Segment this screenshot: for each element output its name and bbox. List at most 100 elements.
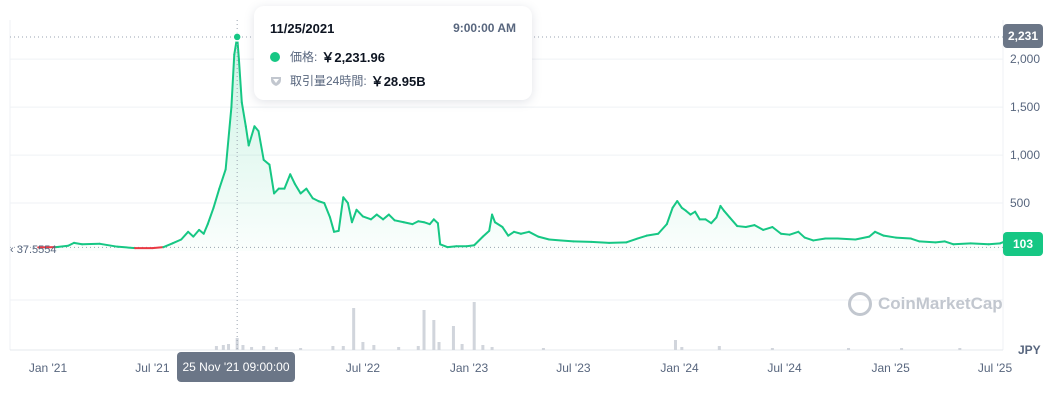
price-line-segment (289, 173, 296, 185)
volume-bar (274, 347, 278, 350)
x-tick-label: Jan '25 (871, 361, 910, 375)
x-tick-label: Jan '21 (29, 361, 68, 375)
price-line-segment (788, 230, 800, 236)
price-line-segment (625, 237, 639, 244)
price-line-segment (299, 187, 308, 195)
volume-bar (221, 345, 225, 350)
tooltip-price-label: 価格: (290, 50, 318, 64)
x-tick-label: Jan '24 (660, 361, 699, 375)
price-line-segment (218, 168, 227, 190)
price-line-segment (671, 200, 679, 209)
price-line-segment (694, 210, 701, 221)
volume-bar (250, 347, 254, 350)
price-line-segment (329, 216, 336, 233)
volume-bar (717, 346, 721, 350)
volume-bar (847, 348, 851, 350)
price-area (38, 36, 1006, 252)
price-area-fill (38, 36, 1006, 252)
price-line-segment (192, 228, 201, 238)
price-line-segment (854, 235, 871, 241)
price-line-segment (704, 218, 713, 225)
price-line-segment (257, 130, 265, 161)
volume-bar (680, 347, 684, 350)
price-line-segment (736, 225, 747, 229)
volume-bar (214, 346, 218, 350)
price-line-segment (465, 244, 476, 248)
price-line-segment (507, 230, 516, 237)
volume-bar (372, 345, 376, 350)
x-tick-label: Jul '25 (978, 361, 1013, 375)
price-line-segment (305, 187, 314, 200)
price-line-segment (771, 226, 783, 235)
price-line-segment (206, 206, 215, 226)
price-line-segment (387, 213, 396, 222)
price-line-segment (645, 232, 660, 237)
volume-bar (541, 348, 545, 350)
price-line-segment (491, 213, 496, 224)
volume-bar (227, 344, 231, 350)
price-line-segment (836, 237, 857, 241)
price-line-segment (253, 125, 260, 133)
price-line-segment (237, 58, 243, 104)
tooltip-price-value: ￥2,231.96 (321, 50, 385, 65)
volume-bar (341, 346, 345, 350)
price-line-segment (98, 242, 119, 248)
tooltip: 11/25/2021 9:00:00 AM 価格: ￥2,231.96 取引量2… (254, 6, 532, 100)
price-line-segment (171, 238, 183, 245)
price-line-segment (537, 235, 551, 241)
y-tick-label: 2,000 (1010, 52, 1040, 66)
price-line-segment (493, 221, 504, 229)
hover-date-badge: 25 Nov '21 09:00:00 (177, 352, 295, 382)
currency-label: JPY (1018, 343, 1041, 357)
price-line-segment (402, 221, 414, 226)
price-line-segment (943, 240, 955, 246)
price-line-segment (428, 218, 435, 226)
price-line-segment (355, 208, 364, 218)
price-line-segment (342, 196, 349, 205)
volume-bar (490, 347, 494, 350)
price-line-segment (710, 216, 718, 225)
price-dot-icon (270, 51, 280, 62)
price-line-segment (346, 202, 353, 224)
tooltip-price-row: 価格: ￥2,231.96 (270, 47, 385, 66)
price-line-segment (812, 237, 827, 242)
price-line-segment (560, 239, 575, 243)
volume-bar (460, 344, 464, 350)
price-line-segment (728, 216, 739, 228)
price-line-segment (67, 241, 75, 247)
price-line-segment (268, 163, 276, 195)
price-line-segment (436, 222, 442, 246)
price-line-segment (501, 226, 510, 237)
price-line-segment (72, 241, 84, 246)
price-line-segment (240, 101, 247, 128)
price-line-segment (151, 246, 165, 250)
x-tick-label: Jul '21 (135, 361, 170, 375)
price-line-segment (636, 234, 648, 240)
tooltip-time: 9:00:00 AM (453, 21, 516, 35)
price-line-segment (590, 240, 611, 244)
price-line-segment (934, 240, 946, 244)
watermark-text: CoinMarketCap (878, 294, 1003, 313)
price-line-segment (969, 242, 990, 246)
price-line-segment (803, 236, 815, 242)
tooltip-volume-row: 取引量24時間: ￥28.95B (270, 71, 426, 90)
volume-bar (331, 346, 335, 350)
coinmarketcap-logo-icon (848, 292, 872, 316)
price-line-segment (273, 187, 280, 195)
open-price-arrow-icon: ‹ (10, 244, 17, 256)
price-line-segment (665, 206, 674, 226)
price-line-segment (180, 230, 190, 241)
price-line-segment (293, 182, 302, 195)
watermark: CoinMarketCap (848, 292, 1003, 316)
price-line-segment (317, 200, 326, 205)
volume-bar (241, 345, 245, 350)
price-line-segment (116, 245, 137, 250)
price-line-segment (513, 230, 522, 235)
price-line-segment (762, 226, 774, 231)
open-price-label: ‹ 37.5554 (10, 244, 57, 256)
y-tick-label: 1,000 (1010, 148, 1040, 162)
x-tick-label: Jan '23 (450, 361, 489, 375)
price-line-segment (247, 125, 256, 147)
price-line-segment (657, 223, 668, 235)
